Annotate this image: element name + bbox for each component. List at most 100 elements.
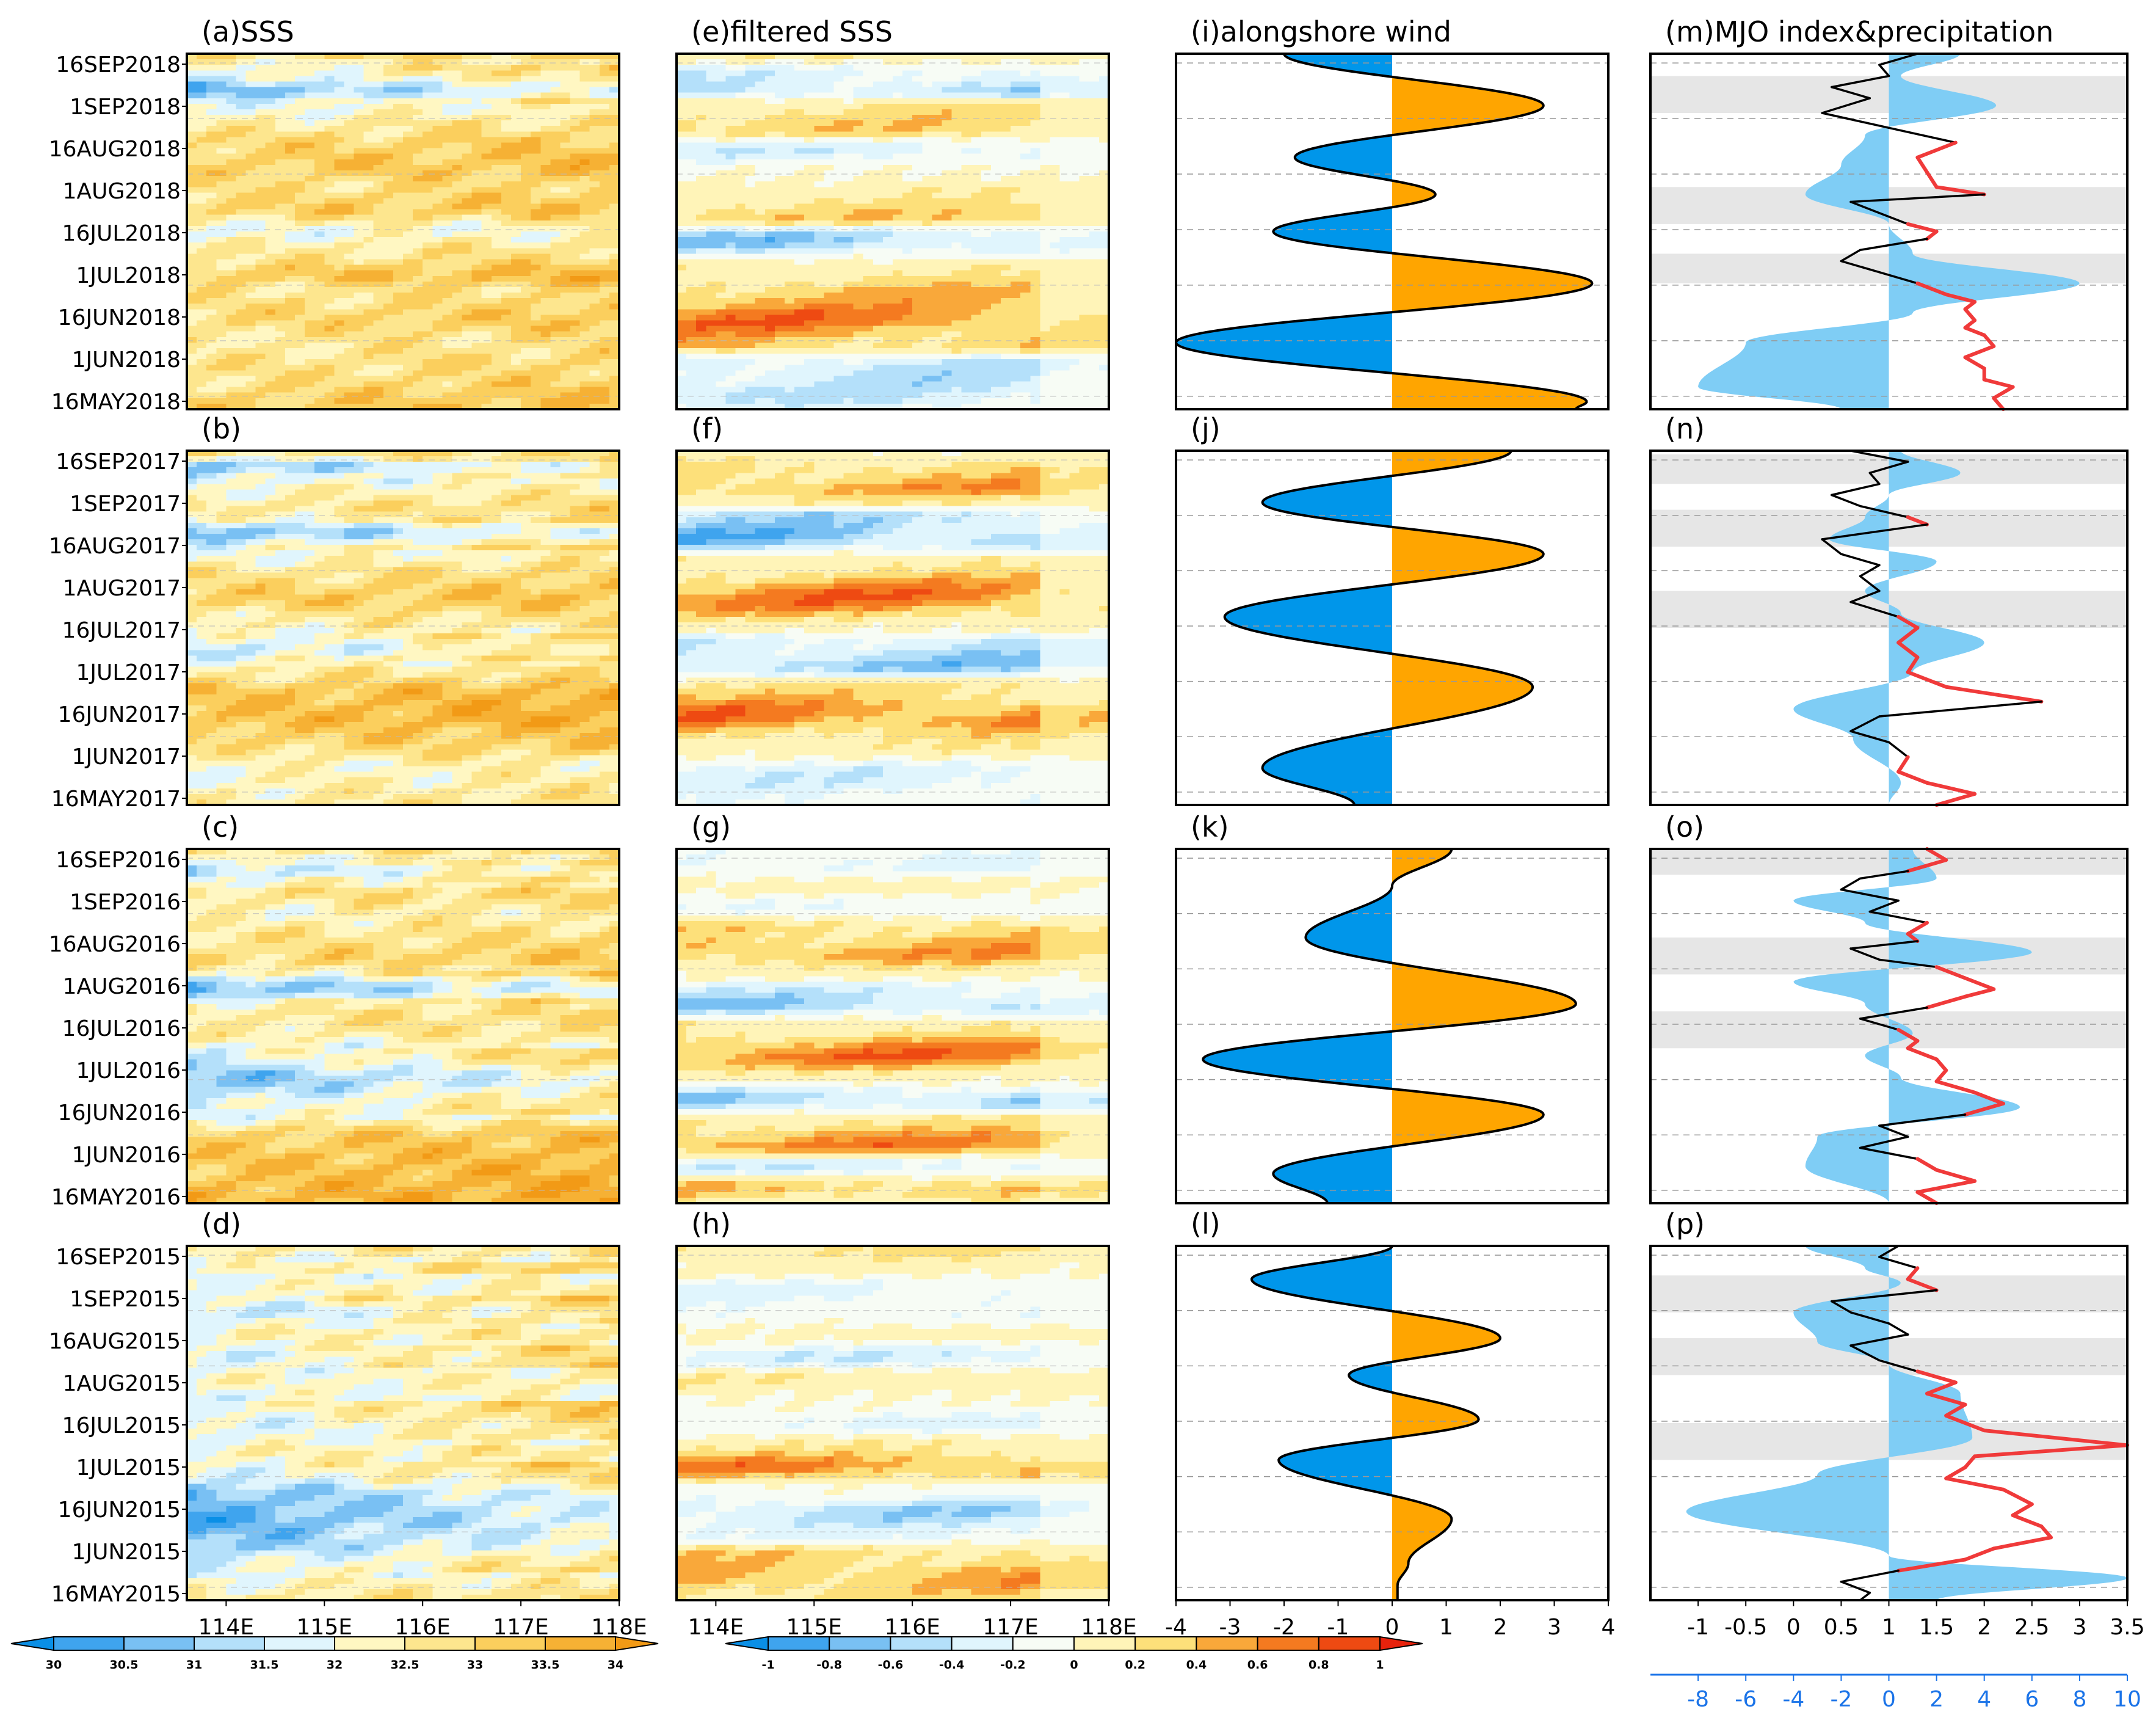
sss-cell — [206, 226, 217, 232]
filtered-sss-cell — [775, 120, 785, 126]
sss-cell — [462, 176, 473, 182]
filtered-sss-cell — [716, 81, 726, 87]
filtered-sss-cell — [854, 293, 864, 299]
sss-cell — [246, 370, 256, 376]
sss-cell — [197, 376, 207, 382]
filtered-sss-cell — [814, 148, 824, 155]
sss-cell — [295, 309, 305, 315]
sss-cell — [324, 159, 335, 166]
filtered-sss-cell — [1020, 131, 1031, 137]
sss-cell — [570, 321, 581, 327]
sss-cell — [236, 231, 246, 238]
filtered-sss-cell — [942, 176, 952, 182]
filtered-sss-cell — [1060, 76, 1070, 82]
sss-cell — [492, 220, 502, 227]
filtered-sss-cell — [775, 98, 785, 104]
sss-cell — [226, 159, 236, 166]
filtered-sss-cell — [902, 137, 913, 143]
sss-cell — [374, 265, 384, 271]
filtered-sss-cell — [912, 198, 923, 204]
filtered-sss-cell — [686, 287, 697, 293]
filtered-sss-cell — [893, 59, 903, 65]
filtered-sss-cell — [962, 209, 972, 216]
sss-cell — [187, 393, 197, 399]
sss-cell — [423, 332, 433, 338]
filtered-sss-cell — [736, 176, 746, 182]
filtered-sss-cell — [932, 76, 942, 82]
sss-cell — [197, 287, 207, 293]
filtered-sss-cell — [696, 309, 706, 315]
filtered-sss-cell — [942, 293, 952, 299]
filtered-sss-cell — [873, 209, 884, 216]
sss-cell — [314, 76, 325, 82]
sss-cell — [226, 209, 236, 216]
sss-cell — [413, 192, 423, 198]
filtered-sss-cell — [785, 215, 795, 221]
sss-cell — [275, 365, 286, 371]
filtered-sss-cell — [902, 104, 913, 110]
filtered-sss-cell — [1020, 126, 1031, 132]
sss-cell — [590, 315, 600, 321]
sss-cell — [216, 276, 227, 282]
filtered-sss-cell — [952, 304, 962, 310]
sss-cell — [275, 120, 286, 126]
filtered-sss-cell — [1089, 271, 1100, 277]
sss-cell — [236, 348, 246, 354]
sss-cell — [600, 137, 610, 143]
sss-cell — [226, 248, 236, 254]
sss-cell — [413, 309, 423, 315]
sss-cell — [206, 259, 217, 265]
sss-cell — [295, 131, 305, 137]
sss-cell — [432, 376, 443, 382]
filtered-sss-cell — [922, 93, 932, 99]
sss-cell — [314, 343, 325, 349]
sss-cell — [275, 376, 286, 382]
filtered-sss-cell — [716, 176, 726, 182]
sss-cell — [531, 126, 541, 132]
sss-cell — [423, 282, 433, 288]
filtered-sss-cell — [775, 315, 785, 321]
sss-cell — [197, 115, 207, 121]
sss-cell — [285, 154, 296, 160]
sss-cell — [482, 231, 492, 238]
filtered-sss-cell — [981, 165, 992, 171]
filtered-sss-cell — [952, 265, 962, 271]
sss-cell — [550, 70, 561, 76]
sss-cell — [295, 337, 305, 343]
filtered-sss-cell — [765, 204, 775, 210]
sss-cell — [216, 337, 227, 343]
sss-cell — [383, 59, 394, 65]
sss-cell — [550, 148, 561, 155]
filtered-sss-cell — [902, 209, 913, 216]
filtered-sss-cell — [746, 282, 756, 288]
filtered-sss-cell — [1011, 154, 1021, 160]
sss-cell — [285, 70, 296, 76]
sss-cell — [531, 271, 541, 277]
sss-cell — [216, 76, 227, 82]
sss-cell — [511, 382, 521, 388]
sss-cell — [560, 226, 570, 232]
sss-cell — [295, 192, 305, 198]
filtered-sss-cell — [736, 81, 746, 87]
sss-cell — [206, 282, 217, 288]
filtered-sss-cell — [794, 126, 805, 132]
sss-cell — [511, 365, 521, 371]
filtered-sss-cell — [677, 65, 687, 71]
filtered-sss-cell — [873, 76, 884, 82]
sss-cell — [295, 148, 305, 155]
sss-cell — [197, 365, 207, 371]
filtered-sss-cell — [1050, 176, 1060, 182]
sss-cell — [482, 181, 492, 188]
sss-cell — [432, 181, 443, 188]
sss-cell — [324, 204, 335, 210]
sss-cell — [580, 226, 590, 232]
sss-cell — [580, 209, 590, 216]
sss-cell — [236, 398, 246, 404]
filtered-sss-cell — [1070, 131, 1080, 137]
sss-cell — [206, 165, 217, 171]
sss-cell — [344, 165, 354, 171]
filtered-sss-cell — [716, 65, 726, 71]
filtered-sss-cell — [1001, 293, 1011, 299]
sss-cell — [393, 287, 404, 293]
filtered-sss-cell — [1070, 204, 1080, 210]
